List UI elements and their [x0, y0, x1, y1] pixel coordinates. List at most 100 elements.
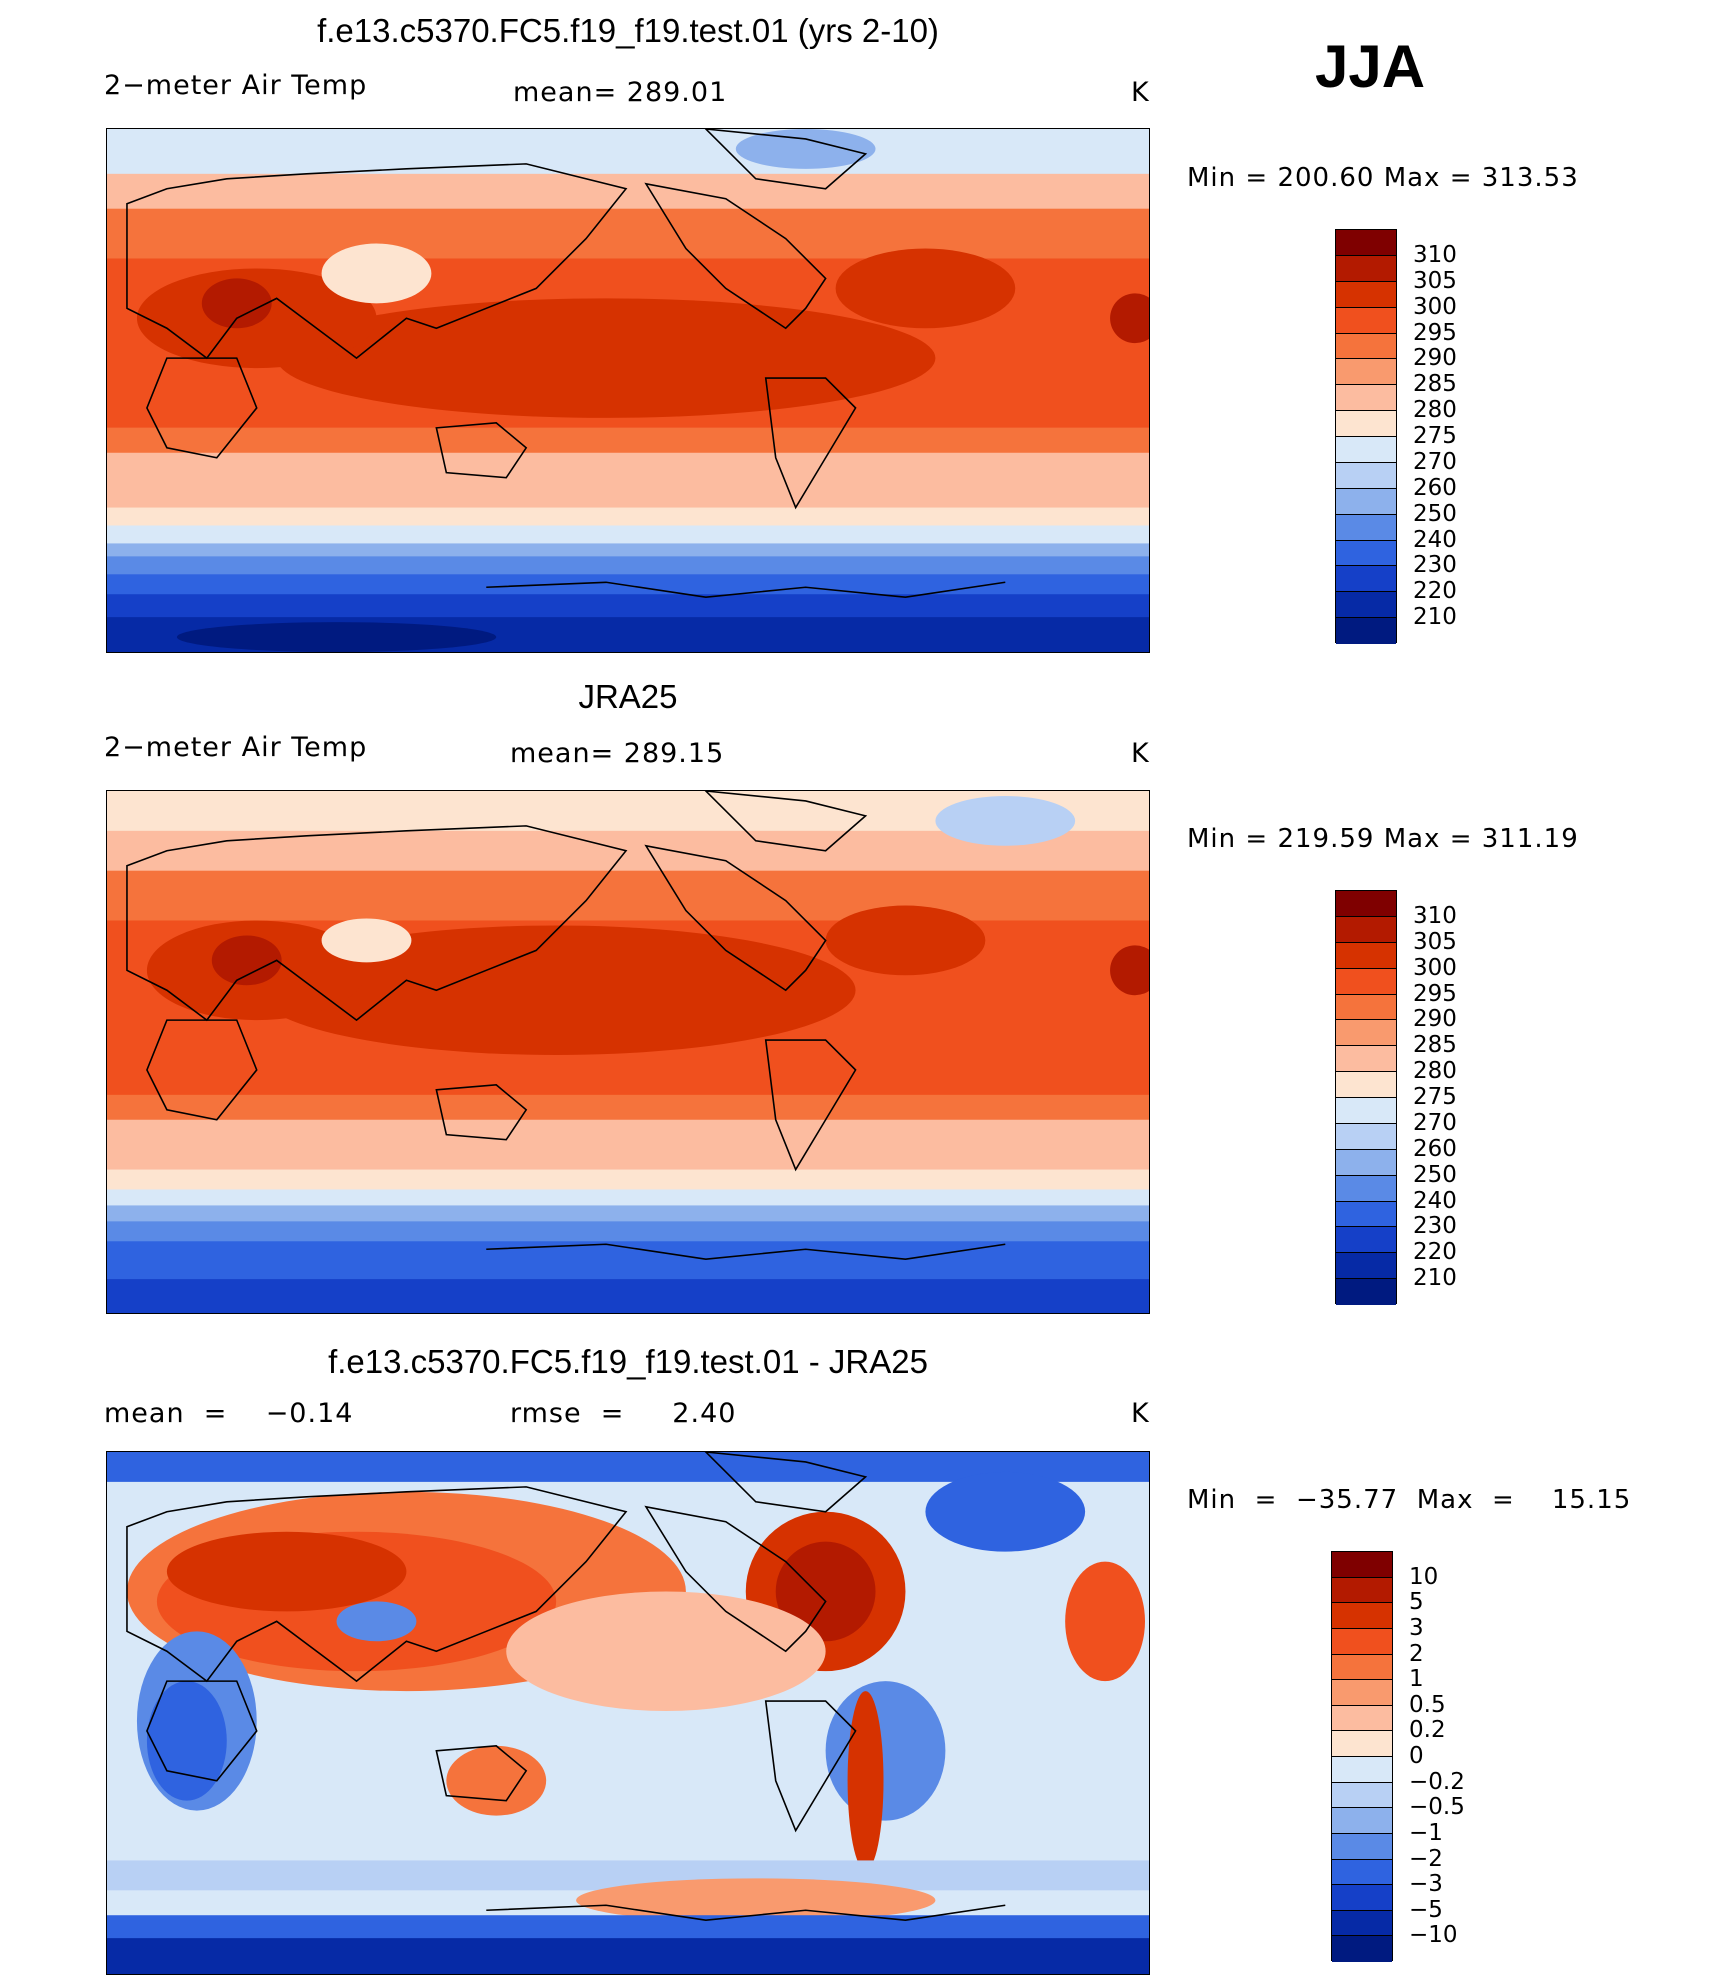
colorbar-swatch — [1336, 1149, 1396, 1176]
panel2-variable: 2−meter Air Temp — [104, 732, 368, 763]
panel2-title: JRA25 — [578, 678, 678, 715]
colorbar-swatch — [1332, 1910, 1392, 1937]
panel1-mean: mean= 289.01 — [513, 77, 728, 108]
panel3-minmax: Min = −35.77 Max = 15.15 — [1187, 1485, 1632, 1515]
panel1-minmax: Min = 200.60 Max = 313.53 — [1187, 163, 1579, 193]
colorbar-tick-label: 220 — [1413, 1239, 1457, 1266]
colorbar-swatch — [1336, 1201, 1396, 1228]
panel3-rmse: rmse = 2.40 — [510, 1398, 737, 1429]
colorbar-tick-label: −2 — [1409, 1845, 1443, 1872]
panel3-title: f.e13.c5370.FC5.f19_f19.test.01 - JRA25 — [328, 1343, 928, 1380]
colorbar-tick-label: 270 — [1413, 448, 1457, 475]
colorbar-swatch — [1336, 1279, 1396, 1305]
colorbar-swatch — [1332, 1705, 1392, 1732]
colorbar-tick-label: 285 — [1413, 1032, 1457, 1059]
colorbar-tick-label: 280 — [1413, 397, 1457, 424]
colorbar-swatch — [1336, 1123, 1396, 1150]
colorbar-tick-label: 250 — [1413, 500, 1457, 527]
panel1-colorbar — [1335, 229, 1397, 644]
colorbar-swatch — [1336, 618, 1396, 644]
colorbar-tick-label: 5 — [1409, 1589, 1424, 1616]
colorbar-tick-label: 305 — [1413, 928, 1457, 955]
colorbar-swatch — [1336, 1253, 1396, 1280]
panel3-colorbar-labels — [1409, 0, 1410, 1]
panel1-title: f.e13.c5370.FC5.f19_f19.test.01 (yrs 2-1… — [317, 12, 939, 49]
panel1-field — [107, 129, 1149, 652]
colorbar-swatch — [1336, 307, 1396, 334]
colorbar-tick-label: 230 — [1413, 552, 1457, 579]
colorbar-tick-label: −1 — [1409, 1819, 1443, 1846]
panel2-units: K — [1131, 738, 1150, 769]
panel2-colorbar-labels — [1413, 0, 1414, 1]
colorbar-swatch — [1336, 1175, 1396, 1202]
colorbar-swatch — [1336, 1072, 1396, 1098]
colorbar-swatch — [1336, 230, 1396, 256]
colorbar-tick-label: 3 — [1409, 1614, 1424, 1641]
colorbar-tick-label: −0.5 — [1409, 1794, 1465, 1821]
panel2-map — [106, 790, 1150, 1314]
colorbar-swatch — [1336, 514, 1396, 541]
colorbar-tick-label: 240 — [1413, 1187, 1457, 1214]
panel1-variable: 2−meter Air Temp — [104, 70, 368, 101]
colorbar-tick-label: 0 — [1409, 1743, 1424, 1769]
colorbar-tick-label: −0.2 — [1409, 1768, 1465, 1795]
panel2-field — [107, 791, 1149, 1313]
colorbar-swatch — [1332, 1859, 1392, 1886]
panel3-colorbar — [1331, 1551, 1393, 1962]
colorbar-tick-label: 300 — [1413, 293, 1457, 320]
panel1-map — [106, 128, 1150, 653]
panel2-colorbar — [1335, 890, 1397, 1305]
colorbar-swatch — [1332, 1731, 1392, 1757]
colorbar-tick-label: −5 — [1409, 1896, 1443, 1923]
colorbar-swatch — [1336, 359, 1396, 386]
colorbar-tick-label: 260 — [1413, 1135, 1457, 1162]
colorbar-swatch — [1336, 592, 1396, 619]
colorbar-swatch — [1336, 916, 1396, 943]
colorbar-swatch — [1332, 1833, 1392, 1860]
colorbar-tick-label: 240 — [1413, 526, 1457, 553]
colorbar-swatch — [1336, 540, 1396, 567]
colorbar-tick-label: 300 — [1413, 954, 1457, 981]
colorbar-tick-label: 1 — [1409, 1666, 1424, 1693]
colorbar-tick-label: 270 — [1413, 1109, 1457, 1136]
colorbar-tick-label: 290 — [1413, 345, 1457, 372]
colorbar-swatch — [1336, 566, 1396, 593]
colorbar-tick-label: 250 — [1413, 1161, 1457, 1188]
colorbar-swatch — [1336, 385, 1396, 412]
colorbar-swatch — [1336, 1098, 1396, 1124]
colorbar-tick-label: 305 — [1413, 267, 1457, 294]
colorbar-tick-label: 275 — [1413, 1084, 1457, 1110]
colorbar-swatch — [1332, 1680, 1392, 1706]
colorbar-tick-label: 220 — [1413, 578, 1457, 605]
colorbar-swatch — [1336, 891, 1396, 917]
panel2-mean: mean= 289.15 — [510, 738, 725, 769]
colorbar-tick-label: 10 — [1409, 1563, 1439, 1590]
colorbar-tick-label: 290 — [1413, 1006, 1457, 1033]
colorbar-tick-label: 310 — [1413, 241, 1457, 268]
panel2-minmax: Min = 219.59 Max = 311.19 — [1187, 824, 1579, 854]
colorbar-swatch — [1336, 994, 1396, 1021]
colorbar-swatch — [1336, 437, 1396, 463]
colorbar-tick-label: 2 — [1409, 1640, 1424, 1667]
colorbar-swatch — [1332, 1757, 1392, 1783]
colorbar-tick-label: 210 — [1413, 1265, 1457, 1292]
colorbar-swatch — [1336, 942, 1396, 969]
colorbar-swatch — [1332, 1936, 1392, 1962]
colorbar-tick-label: 0.5 — [1409, 1691, 1446, 1718]
colorbar-tick-label: 280 — [1413, 1058, 1457, 1085]
colorbar-tick-label: 285 — [1413, 371, 1457, 398]
colorbar-swatch — [1336, 1020, 1396, 1047]
colorbar-tick-label: 0.2 — [1409, 1717, 1446, 1744]
colorbar-swatch — [1332, 1654, 1392, 1681]
colorbar-swatch — [1336, 968, 1396, 995]
colorbar-swatch — [1336, 462, 1396, 489]
colorbar-swatch — [1332, 1885, 1392, 1911]
colorbar-tick-label: 310 — [1413, 902, 1457, 929]
colorbar-swatch — [1332, 1603, 1392, 1629]
colorbar-tick-label: −3 — [1409, 1871, 1443, 1898]
colorbar-swatch — [1336, 1227, 1396, 1254]
panel3-mean: mean = −0.14 — [104, 1398, 354, 1429]
colorbar-tick-label: 230 — [1413, 1213, 1457, 1240]
colorbar-tick-label: −10 — [1409, 1922, 1458, 1949]
colorbar-swatch — [1336, 333, 1396, 360]
